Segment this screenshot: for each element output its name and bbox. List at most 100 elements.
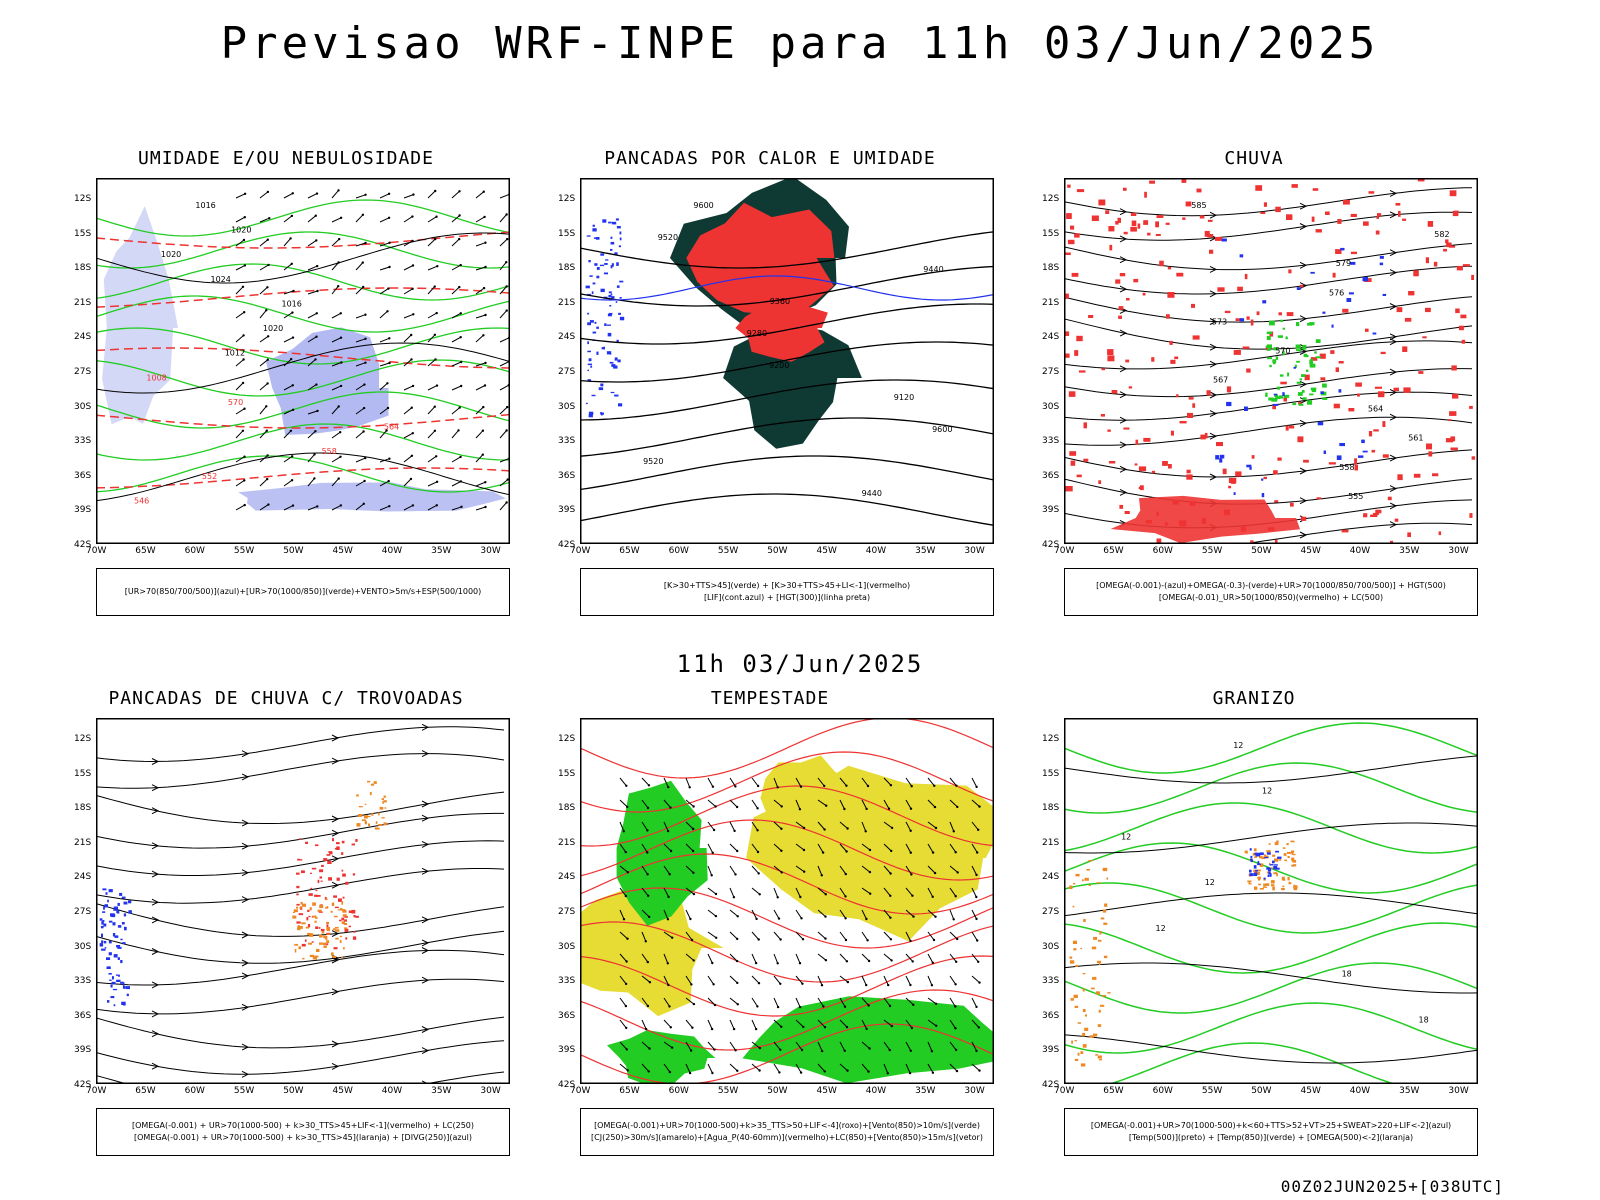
weather-map	[580, 718, 994, 1084]
lat-tick-label: 21S	[1042, 837, 1060, 848]
lat-tick-label: 24S	[558, 332, 576, 343]
lat-tick-label: 39S	[74, 1045, 92, 1056]
contour-value-label: 1020	[231, 226, 251, 235]
legend-line: [OMEGA(-0.001)+UR>70(1000-500)+k<60+TTS>…	[1090, 1121, 1452, 1130]
legend-line: [Temp(500)](preto) + [Temp(850)](verde) …	[1128, 1133, 1414, 1142]
lat-tick-label: 24S	[558, 872, 576, 883]
contour-value-label: 9360	[770, 297, 790, 306]
lat-tick-label: 36S	[558, 470, 576, 481]
forecast-fields	[1064, 722, 1478, 1084]
lon-tick-label: 60W	[184, 1086, 205, 1096]
contour-value-label: 585	[1191, 201, 1206, 210]
lat-tick-label: 39S	[558, 1045, 576, 1056]
lon-tick-label: 35W	[915, 546, 936, 556]
weather-map: 12 12 12 12 12 18 18	[1064, 718, 1478, 1084]
lat-tick-label: 42S	[1042, 540, 1060, 550]
lat-tick-label: 15S	[1042, 768, 1060, 779]
lat-tick-label: 27S	[1042, 907, 1060, 917]
lat-tick-label: 15S	[558, 768, 576, 779]
lon-tick-label: 30W	[964, 546, 985, 556]
lon-tick-label: 70W	[86, 546, 107, 556]
contour-value-label: 12	[1233, 741, 1243, 750]
lat-tick-label: 30S	[74, 941, 92, 952]
panel-title: CHUVA	[1224, 148, 1284, 169]
panel-title: GRANIZO	[1212, 688, 1296, 709]
lat-tick-label: 21S	[1042, 297, 1060, 308]
contour-value-label: 567	[1213, 376, 1228, 385]
lon-tick-label: 40W	[1349, 1086, 1371, 1096]
lon-tick-label: 35W	[1399, 546, 1420, 556]
contour-value-label: 18	[1419, 1015, 1429, 1024]
lon-tick-label: 70W	[86, 1086, 107, 1096]
lat-tick-label: 36S	[74, 1010, 92, 1021]
lat-tick-label: 36S	[558, 1010, 576, 1021]
lon-tick-label: 70W	[1054, 546, 1075, 556]
panel-legend: [K>30+TTS>45](verde) + [K>30+TTS>45+LI<-…	[580, 568, 994, 616]
lat-tick-label: 12S	[558, 194, 576, 204]
map-panel: GRANIZO 12S 15S 18S 21S 24S 27S 30S 33S 36S 39S 42S…	[1024, 688, 1484, 1168]
legend-line: [CJ(250)>30m/s](amarelo)+[Agua_P(40-60mm…	[591, 1133, 983, 1142]
lon-tick-label: 65W	[135, 1086, 156, 1096]
lon-tick-label: 70W	[570, 546, 591, 556]
contour-value-label: 9600	[693, 201, 713, 210]
lat-tick-label: 12S	[1042, 734, 1060, 744]
contour-value-label: 1008	[146, 373, 166, 382]
lat-tick-label: 18S	[558, 263, 576, 274]
lon-tick-label: 65W	[619, 1086, 640, 1096]
panel-legend: [OMEGA(-0.001)-(azul)+OMEGA(-0.3)-(verde…	[1064, 568, 1478, 616]
lat-tick-label: 24S	[1042, 332, 1060, 343]
lon-tick-label: 55W	[717, 546, 739, 556]
lat-tick-label: 30S	[1042, 941, 1060, 952]
lat-tick-label: 36S	[1042, 470, 1060, 481]
lon-tick-label: 40W	[1349, 546, 1371, 556]
contour-value-label: 564	[384, 423, 399, 432]
lon-tick-label: 65W	[135, 546, 156, 556]
lat-tick-label: 39S	[558, 505, 576, 516]
lon-tick-label: 30W	[964, 1086, 985, 1096]
lon-tick-label: 50W	[283, 546, 304, 556]
contour-value-label: 570	[1275, 347, 1290, 356]
lat-tick-label: 42S	[74, 540, 92, 550]
lat-tick-label: 39S	[1042, 505, 1060, 516]
lon-tick-label: 60W	[1152, 1086, 1173, 1096]
contour-value-label: 564	[1368, 405, 1383, 414]
lon-tick-label: 30W	[480, 1086, 501, 1096]
contour-value-label: 9520	[658, 233, 678, 242]
lat-tick-label: 30S	[558, 401, 576, 412]
contour-value-label: 573	[1212, 317, 1227, 326]
contour-value-label: 558	[1339, 463, 1354, 472]
contour-value-label: 1024	[211, 275, 231, 284]
lat-tick-label: 21S	[74, 837, 92, 848]
lon-tick-label: 65W	[1103, 546, 1124, 556]
contour-value-label: 1016	[195, 201, 215, 210]
panel-legend: [OMEGA(-0.001)+UR>70(1000-500)+k>35_TTS>…	[580, 1108, 994, 1156]
contour-value-label: 12	[1121, 832, 1131, 841]
lat-tick-label: 18S	[1042, 803, 1060, 814]
lat-tick-label: 27S	[1042, 367, 1060, 377]
lon-tick-label: 55W	[717, 1086, 739, 1096]
run-info-footer: 00Z02JUN2025+[038UTC]	[1280, 1177, 1504, 1196]
contour-value-label: 570	[228, 398, 243, 407]
lat-tick-label: 42S	[558, 1080, 576, 1090]
lat-tick-label: 33S	[558, 976, 576, 987]
lon-tick-label: 60W	[668, 1086, 689, 1096]
contour-value-label: 558	[322, 447, 337, 456]
lon-tick-label: 60W	[1152, 546, 1173, 556]
lat-tick-label: 15S	[74, 768, 92, 779]
forecast-fields	[1064, 178, 1478, 544]
lon-tick-label: 45W	[332, 546, 353, 556]
panel-title: PANCADAS POR CALOR E UMIDADE	[604, 148, 936, 169]
lat-tick-label: 33S	[558, 436, 576, 447]
lat-tick-label: 42S	[1042, 1080, 1060, 1090]
lon-tick-label: 45W	[332, 1086, 353, 1096]
lat-tick-label: 18S	[74, 803, 92, 814]
lon-tick-label: 45W	[1300, 546, 1321, 556]
map-panel: PANCADAS POR CALOR E UMIDADE 12S 15S 18S 21S…	[540, 148, 1000, 628]
panel-legend: [OMEGA(-0.001)+UR>70(1000-500)+k<60+TTS>…	[1064, 1108, 1478, 1156]
legend-line: [OMEGA(-0.001) + UR>70(1000-500) + k>30_…	[131, 1121, 475, 1130]
lat-tick-label: 39S	[74, 505, 92, 516]
panel-title: UMIDADE E/OU NEBULOSIDADE	[138, 148, 434, 169]
contour-value-label: 1020	[263, 324, 283, 333]
map-panel: PANCADAS DE CHUVA C/ TROVOADAS 12S 15S 18S 2…	[56, 688, 516, 1168]
mid-date-label: 11h 03/Jun/2025	[676, 650, 924, 678]
